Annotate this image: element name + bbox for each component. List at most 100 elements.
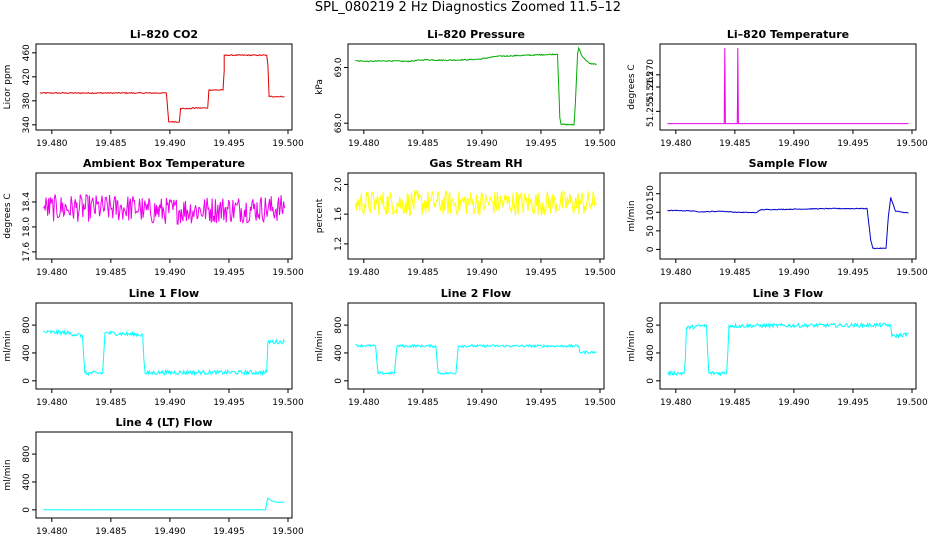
- y-tick-label: 18.4: [22, 192, 32, 212]
- chart-title: Line 3 Flow: [753, 287, 823, 300]
- chart-panel-10: Line 4 (LT) Flow 19.480 19.485 19.490 19.495…: [3, 416, 304, 537]
- y-tick-label: 800: [22, 445, 32, 462]
- series-line-1: [667, 197, 909, 250]
- chart-title: Ambient Box Temperature: [83, 157, 245, 170]
- y-tick-label: 380: [22, 92, 32, 109]
- x-tick-label: 19.490: [778, 398, 810, 408]
- x-tick-label: 19.490: [466, 398, 498, 408]
- series-line-1: [355, 46, 597, 126]
- y-tick-label: 420: [22, 68, 32, 85]
- y-axis-label: ml/min: [627, 200, 637, 231]
- x-tick-label: 19.495: [213, 139, 245, 149]
- series-line-1: [43, 497, 285, 511]
- x-tick-label: 19.485: [719, 268, 751, 278]
- y-tick-label: 51.270: [646, 59, 656, 91]
- y-tick-label: 0: [22, 378, 32, 384]
- plot-frame: [35, 43, 293, 131]
- x-tick-label: 19.490: [466, 268, 498, 278]
- x-tick-label: 19.480: [36, 398, 68, 408]
- x-tick-label: 19.500: [272, 398, 304, 408]
- y-tick-label: 800: [646, 316, 656, 333]
- series-line-1: [667, 321, 909, 377]
- x-tick-label: 19.500: [896, 398, 928, 408]
- x-tick-label: 19.500: [272, 527, 304, 537]
- x-tick-label: 19.485: [407, 139, 439, 149]
- series-line-1: [355, 343, 597, 375]
- series-line-1: [355, 190, 597, 217]
- x-tick-label: 19.500: [584, 398, 616, 408]
- x-tick-label: 19.480: [660, 268, 692, 278]
- x-tick-label: 19.485: [407, 268, 439, 278]
- x-tick-label: 19.495: [213, 268, 245, 278]
- chart-title: Li–820 Temperature: [727, 28, 849, 41]
- y-tick-label: 460: [22, 44, 32, 61]
- x-tick-label: 19.500: [584, 139, 616, 149]
- x-tick-label: 19.480: [36, 527, 68, 537]
- y-tick-label: 69.0: [334, 57, 344, 77]
- y-tick-label: 18.0: [22, 217, 32, 237]
- y-tick-label: 51.255: [646, 96, 656, 128]
- y-tick-label: 400: [646, 344, 656, 361]
- y-axis-label: ml/min: [3, 459, 13, 490]
- y-axis-label: ml/min: [3, 330, 13, 361]
- chart-panel-8: Line 2 Flow 19.480 19.485 19.490 19.495 19.50…: [315, 287, 616, 408]
- x-tick-label: 19.480: [660, 398, 692, 408]
- chart-panel-6: Sample Flow 19.480 19.485 19.490 19.495 19.50…: [627, 157, 928, 278]
- chart-title: Line 2 Flow: [441, 287, 511, 300]
- y-axis-label: kPa: [315, 79, 325, 95]
- x-tick-label: 19.495: [213, 527, 245, 537]
- plot-frame: [35, 431, 293, 519]
- chart-panel-3: Li–820 Temperature 19.480 19.485 19.490 19.4…: [627, 28, 928, 149]
- y-tick-label: 800: [22, 316, 32, 333]
- y-tick-label: 17.6: [22, 242, 32, 262]
- y-tick-label: 800: [334, 316, 344, 333]
- x-tick-label: 19.500: [272, 139, 304, 149]
- y-tick-label: 1.2: [334, 237, 344, 251]
- plot-frame: [347, 43, 605, 131]
- x-tick-label: 19.485: [719, 139, 751, 149]
- x-tick-label: 19.490: [778, 139, 810, 149]
- plot-frame: [659, 43, 917, 131]
- x-tick-label: 19.495: [525, 398, 557, 408]
- x-tick-label: 19.490: [154, 398, 186, 408]
- y-tick-label: 400: [334, 344, 344, 361]
- y-tick-label: 0: [22, 507, 32, 513]
- chart-panel-1: Li–820 CO2 19.480 19.485 19.490 19.495 19.500…: [3, 28, 304, 149]
- x-tick-label: 19.500: [272, 268, 304, 278]
- y-tick-label: 2.0: [334, 177, 344, 192]
- plot-frame: [347, 172, 605, 260]
- y-axis-label: Licor ppm: [3, 65, 13, 110]
- x-tick-label: 19.500: [896, 139, 928, 149]
- series-line-1: [667, 47, 909, 125]
- chart-title: Li–820 CO2: [130, 28, 198, 41]
- x-tick-label: 19.485: [95, 398, 127, 408]
- y-tick-label: 150: [646, 185, 656, 202]
- chart-panel-4: Ambient Box Temperature 19.480 19.485 19.49…: [3, 157, 304, 278]
- x-tick-label: 19.495: [213, 398, 245, 408]
- x-tick-label: 19.480: [36, 268, 68, 278]
- plot-frame: [659, 302, 917, 390]
- y-axis-label: degrees C: [627, 64, 637, 109]
- y-tick-label: 0: [646, 378, 656, 384]
- x-tick-label: 19.495: [837, 398, 869, 408]
- y-axis-label: ml/min: [627, 330, 637, 361]
- x-tick-label: 19.490: [778, 268, 810, 278]
- x-tick-label: 19.480: [36, 139, 68, 149]
- x-tick-label: 19.485: [95, 527, 127, 537]
- chart-panel-9: Line 3 Flow 19.480 19.485 19.490 19.495 19.50…: [627, 287, 928, 408]
- series-line-1: [39, 54, 285, 123]
- plot-frame: [35, 302, 293, 390]
- y-tick-label: 400: [22, 473, 32, 490]
- x-tick-label: 19.485: [719, 398, 751, 408]
- y-tick-label: 100: [646, 203, 656, 220]
- y-tick-label: 400: [22, 344, 32, 361]
- x-tick-label: 19.490: [154, 527, 186, 537]
- x-tick-label: 19.495: [837, 139, 869, 149]
- y-axis-label: degrees C: [3, 193, 13, 238]
- x-tick-label: 19.490: [154, 268, 186, 278]
- x-tick-label: 19.490: [466, 139, 498, 149]
- x-tick-label: 19.480: [348, 139, 380, 149]
- y-tick-label: 340: [22, 116, 32, 133]
